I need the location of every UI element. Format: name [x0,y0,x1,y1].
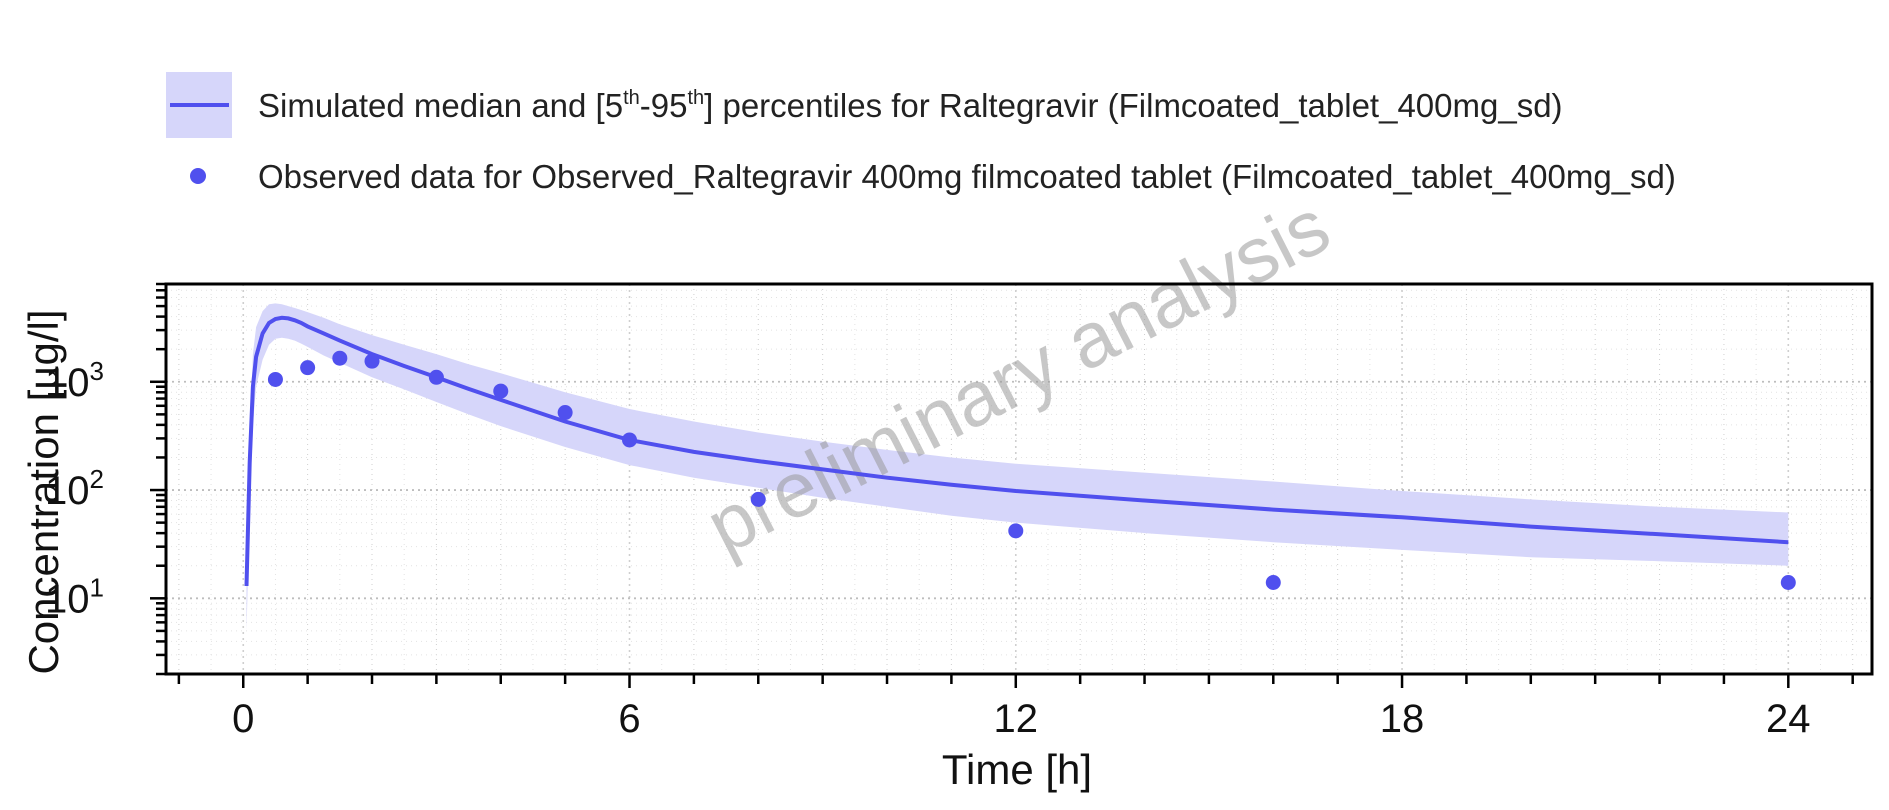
x-axis-title: Time [h] [942,746,1092,793]
percentile-band [246,303,1789,631]
legend: Simulated median and [5th-95th] percenti… [166,72,1676,195]
legend-observed-marker [190,168,206,184]
observed-point [622,432,638,448]
y-tick-labels: 101 102 103 [45,356,104,622]
observed-point [557,405,573,421]
observed-point [332,350,348,366]
observed-point [428,369,444,385]
observed-point [267,371,283,387]
x-tick-label: 18 [1380,697,1425,741]
x-tick-label: 12 [994,697,1039,741]
y-tick-label: 101 [45,572,104,621]
x-tick-labels: 0 6 12 18 24 [232,697,1810,741]
observed-point [364,353,380,369]
observed-point [1265,575,1281,591]
y-tick-label: 103 [45,356,104,405]
observed-point [1008,523,1024,539]
x-tick-label: 6 [618,697,640,741]
x-tick-label: 0 [232,697,254,741]
observed-point [300,360,316,376]
x-tick-label: 24 [1766,697,1811,741]
observed-points [267,350,1796,591]
observed-point [493,383,509,399]
observed-point [750,491,766,507]
axis-ticks [150,282,1854,688]
legend-simulated-label: Simulated median and [5th-95th] percenti… [258,87,1563,124]
legend-observed-label: Observed data for Observed_Raltegravir 4… [258,158,1676,195]
plot-frame [164,282,1874,676]
y-tick-label: 102 [45,464,104,513]
y-axis-title: Concentration [µg/l] [20,309,67,674]
observed-point [1780,575,1796,591]
